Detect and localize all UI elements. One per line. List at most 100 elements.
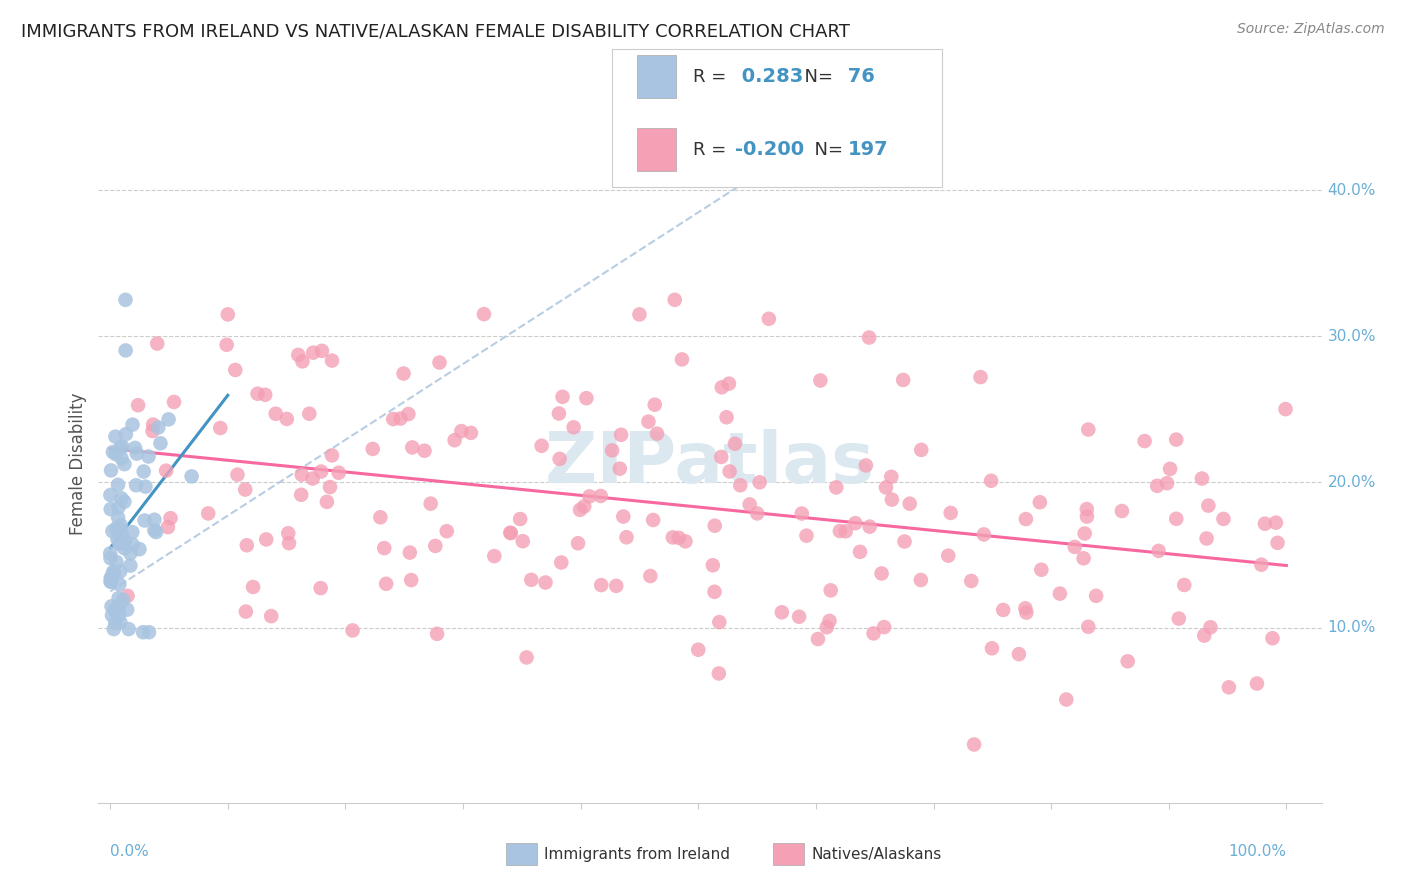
Point <box>891 373 914 387</box>
Point <box>499 526 522 541</box>
Point <box>849 545 872 559</box>
Point <box>709 615 731 629</box>
Point <box>143 513 166 527</box>
Point <box>316 495 339 509</box>
Point <box>142 417 165 432</box>
Point <box>1076 509 1098 524</box>
Point <box>98 546 121 560</box>
Point <box>1077 423 1099 437</box>
Point <box>1218 681 1240 695</box>
Point <box>110 451 132 466</box>
Point <box>643 513 665 527</box>
Point <box>1274 402 1296 417</box>
Point <box>399 573 422 587</box>
Point <box>609 461 631 475</box>
Point <box>1073 551 1095 566</box>
Point <box>862 626 884 640</box>
Point <box>145 525 167 540</box>
Point <box>963 738 986 752</box>
Point <box>873 620 896 634</box>
Point <box>728 478 751 492</box>
Text: 100.0%: 100.0% <box>1229 844 1286 859</box>
Point <box>569 503 592 517</box>
Point <box>110 615 132 630</box>
Point <box>426 627 449 641</box>
Point <box>512 534 534 549</box>
Text: -0.200: -0.200 <box>735 140 804 160</box>
Point <box>758 311 780 326</box>
Point <box>120 547 142 561</box>
Point <box>290 488 312 502</box>
Point <box>311 343 333 358</box>
Point <box>101 565 124 579</box>
Point <box>820 583 842 598</box>
Point <box>146 336 169 351</box>
Point <box>209 421 232 435</box>
Point <box>108 607 131 622</box>
Point <box>969 370 991 384</box>
Point <box>509 512 531 526</box>
Point <box>1254 516 1277 531</box>
Point <box>132 465 155 479</box>
Point <box>254 388 277 402</box>
Point <box>645 426 668 441</box>
Point <box>291 467 314 482</box>
Point <box>589 489 612 503</box>
Point <box>114 343 136 358</box>
Point <box>104 447 127 461</box>
Point <box>1212 512 1234 526</box>
Point <box>112 541 135 556</box>
Point <box>910 573 932 587</box>
Point <box>664 293 686 307</box>
Point <box>105 555 128 569</box>
Point <box>226 467 249 482</box>
Point <box>880 492 903 507</box>
Point <box>551 390 574 404</box>
Point <box>107 478 129 492</box>
Point <box>1261 632 1284 646</box>
Point <box>103 622 125 636</box>
Point <box>460 425 482 440</box>
Point <box>264 407 287 421</box>
Point <box>1267 536 1289 550</box>
Point <box>807 632 830 646</box>
Point <box>425 539 447 553</box>
Point <box>472 307 495 321</box>
Point <box>818 614 841 628</box>
Point <box>1031 563 1053 577</box>
Point <box>640 569 662 583</box>
Point <box>973 527 995 541</box>
Point <box>159 511 181 525</box>
Point <box>298 407 321 421</box>
Point <box>111 440 134 454</box>
Point <box>1085 589 1108 603</box>
Point <box>1192 629 1215 643</box>
Point <box>1008 647 1031 661</box>
Point <box>115 602 138 616</box>
Point <box>157 412 180 426</box>
Point <box>100 574 122 589</box>
Point <box>100 502 122 516</box>
Point <box>675 534 697 549</box>
Point <box>110 518 132 533</box>
Point <box>1191 471 1213 485</box>
Point <box>562 420 585 434</box>
Point <box>125 478 148 492</box>
Point <box>291 354 314 368</box>
Point <box>197 507 219 521</box>
Point <box>828 524 851 538</box>
Point <box>875 480 897 494</box>
Point <box>548 407 571 421</box>
Point <box>834 524 856 539</box>
Point <box>112 592 135 607</box>
Point <box>616 530 638 544</box>
Point <box>703 584 725 599</box>
Point <box>550 556 572 570</box>
Point <box>910 442 932 457</box>
Point <box>138 450 160 464</box>
Point <box>939 506 962 520</box>
Point <box>1264 516 1286 530</box>
Point <box>301 471 323 485</box>
Y-axis label: Female Disability: Female Disability <box>69 392 87 535</box>
Point <box>644 398 666 412</box>
